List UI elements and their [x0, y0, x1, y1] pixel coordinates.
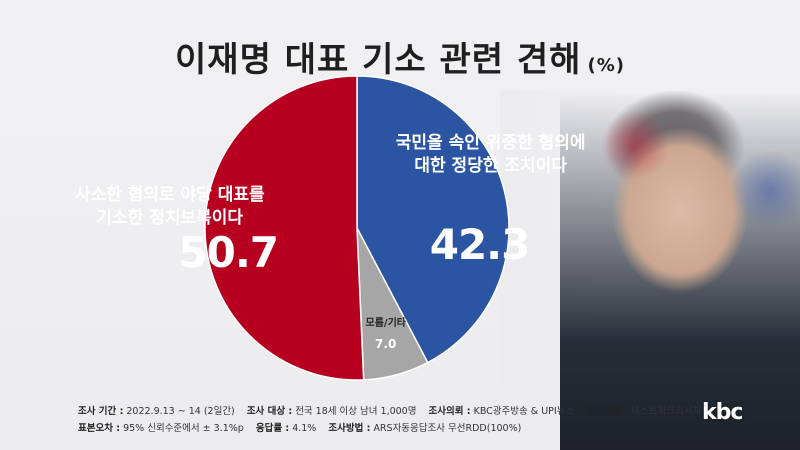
footer-client: 조사의뢰 : KBC광주방송 & UPI뉴스 — [428, 406, 575, 417]
slice-label-line: 기소한 정치보복이다 — [96, 207, 244, 228]
slice-political-revenge — [204, 75, 365, 381]
kbc-logo: kbc — [702, 400, 743, 425]
footer-line-2: 표본오차 :95% 신뢰수준에서 ± 3.1%p 응답률 :4.1% 조사방법 … — [78, 420, 710, 437]
footer-target: 조사 대상 : 전국 18세 이상 남녀 1,000명 — [246, 406, 417, 417]
slice-label-political-revenge: 사소한 혐의로 야당 대표를 기소한 정치보복이다 — [75, 184, 265, 230]
slice-label-line: 사소한 혐의로 야당 대표를 — [74, 184, 265, 205]
footer-agency: 조사기관 : 넥스트위크리서치 — [586, 406, 702, 417]
slice-value-unknown: 7.0 — [375, 336, 397, 351]
slice-value-political-revenge: 50.7 — [178, 228, 279, 278]
footer-response-rate: 응답률 :4.1% — [255, 423, 317, 434]
slice-legal-action — [356, 75, 510, 364]
flag-blue-accent — [730, 150, 800, 230]
slice-label-unknown: 모름/기타 — [365, 318, 406, 330]
footer-method: 조사방법 : ARS자동응답조사 무선RDD(100%) — [328, 423, 522, 434]
title-unit: (%) — [587, 55, 625, 76]
chart-title: 이재명 대표 기소 관련 견해 (%) — [0, 32, 800, 81]
slice-value-legal-action: 42.3 — [429, 219, 531, 269]
flag-red-accent — [600, 110, 670, 180]
survey-footer: 조사 기간 :2022.9.13 ~ 14 (2일간) 조사 대상 : 전국 18… — [78, 403, 710, 437]
slice-label-legal-action: 국민을 속인 위중한 혐의에 대한 정당한 조치이다 — [396, 132, 586, 178]
slice-label-line: 대한 정당한 조치이다 — [414, 155, 567, 176]
footer-line-1: 조사 기간 :2022.9.13 ~ 14 (2일간) 조사 대상 : 전국 18… — [78, 403, 710, 420]
footer-period: 조사 기간 :2022.9.13 ~ 14 (2일간) — [78, 406, 235, 417]
slice-label-line: 국민을 속인 위중한 혐의에 — [395, 132, 586, 153]
title-text: 이재명 대표 기소 관련 견해 — [175, 40, 582, 80]
footer-error: 표본오차 :95% 신뢰수준에서 ± 3.1%p — [78, 423, 244, 434]
